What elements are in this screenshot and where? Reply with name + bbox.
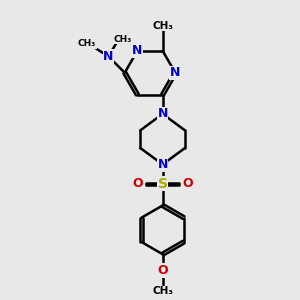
Text: N: N [170,66,181,79]
Text: O: O [157,264,168,277]
Text: N: N [158,107,168,120]
Text: N: N [132,44,142,57]
Text: N: N [158,158,168,171]
Text: CH₃: CH₃ [152,286,173,296]
Text: CH₃: CH₃ [78,39,96,48]
Text: CH₃: CH₃ [113,34,132,43]
Text: O: O [132,177,143,190]
Text: N: N [103,50,114,63]
Text: S: S [158,177,168,191]
Text: CH₃: CH₃ [152,21,173,31]
Text: O: O [183,177,193,190]
